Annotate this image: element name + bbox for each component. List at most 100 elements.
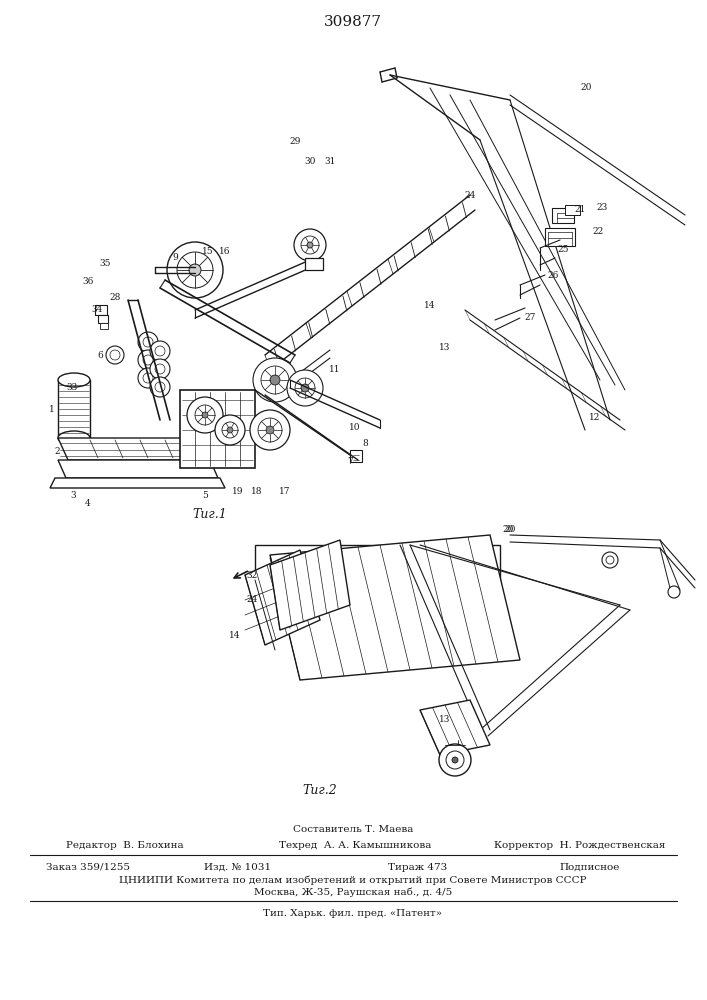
- Circle shape: [195, 405, 215, 425]
- Polygon shape: [245, 550, 320, 645]
- Text: 27: 27: [525, 314, 536, 322]
- Text: 28: 28: [110, 294, 121, 302]
- Text: 31: 31: [325, 157, 336, 166]
- Text: 16: 16: [219, 247, 230, 256]
- Bar: [95, 305, 107, 315]
- Circle shape: [602, 552, 618, 568]
- Circle shape: [266, 426, 274, 434]
- Polygon shape: [58, 438, 210, 460]
- Circle shape: [138, 350, 158, 370]
- Text: 19: 19: [233, 488, 244, 496]
- Text: 33: 33: [66, 383, 78, 392]
- Text: 20: 20: [502, 526, 514, 534]
- Circle shape: [287, 370, 323, 406]
- Bar: [305, 258, 323, 270]
- Circle shape: [301, 236, 319, 254]
- Circle shape: [167, 242, 223, 298]
- Text: Составитель Т. Маева: Составитель Т. Маева: [293, 826, 413, 834]
- Circle shape: [446, 751, 464, 769]
- Text: 20: 20: [504, 526, 515, 534]
- Text: Подписное: Подписное: [560, 862, 620, 871]
- Circle shape: [155, 382, 165, 392]
- Text: Корректор  Н. Рождественская: Корректор Н. Рождественская: [494, 840, 666, 850]
- Text: 24: 24: [246, 595, 257, 604]
- Text: 5: 5: [202, 490, 208, 499]
- Circle shape: [261, 366, 289, 394]
- Circle shape: [606, 556, 614, 564]
- Text: 12: 12: [590, 414, 601, 422]
- Circle shape: [150, 377, 170, 397]
- Text: 20: 20: [580, 83, 592, 92]
- Text: Редактор  В. Блохина: Редактор В. Блохина: [66, 840, 184, 850]
- Text: 17: 17: [279, 488, 291, 496]
- Circle shape: [106, 346, 124, 364]
- Circle shape: [301, 384, 309, 392]
- Text: 15: 15: [202, 247, 214, 256]
- Circle shape: [155, 364, 165, 374]
- Circle shape: [189, 264, 201, 276]
- Circle shape: [155, 346, 165, 356]
- Text: ЦНИИПИ Комитета по делам изобретений и открытий при Совете Министров СССР: ЦНИИПИ Комитета по делам изобретений и о…: [119, 875, 587, 885]
- Text: 29: 29: [289, 137, 300, 146]
- Text: 26: 26: [547, 270, 559, 279]
- Circle shape: [294, 229, 326, 261]
- Text: 24: 24: [464, 190, 476, 200]
- Text: 309877: 309877: [324, 15, 382, 29]
- Text: 14: 14: [424, 300, 436, 310]
- Text: 4: 4: [85, 498, 91, 508]
- Text: 23: 23: [597, 202, 607, 212]
- Text: 21: 21: [574, 206, 585, 215]
- Text: 25: 25: [557, 245, 568, 254]
- Text: 30: 30: [304, 157, 316, 166]
- Circle shape: [138, 332, 158, 352]
- Text: Τиг.2: Τиг.2: [303, 784, 337, 796]
- Bar: [545, 228, 575, 246]
- Circle shape: [439, 744, 471, 776]
- Circle shape: [177, 252, 213, 288]
- Bar: [350, 450, 362, 462]
- Text: 18: 18: [251, 488, 263, 496]
- Text: 13: 13: [439, 716, 450, 724]
- Text: 14: 14: [229, 631, 241, 640]
- Polygon shape: [50, 478, 225, 488]
- Circle shape: [250, 410, 290, 450]
- Circle shape: [143, 355, 153, 365]
- Text: Заказ 359/1255: Заказ 359/1255: [46, 862, 130, 871]
- Text: 8: 8: [362, 438, 368, 448]
- Text: 35: 35: [99, 258, 111, 267]
- Circle shape: [150, 341, 170, 361]
- Text: 10: 10: [349, 424, 361, 432]
- Bar: [565, 205, 580, 215]
- Text: 3: 3: [70, 490, 76, 499]
- Text: Москва, Ж-35, Раушская наб., д. 4/5: Москва, Ж-35, Раушская наб., д. 4/5: [254, 887, 452, 897]
- Text: 22: 22: [592, 228, 604, 236]
- Polygon shape: [270, 535, 520, 680]
- Text: 36: 36: [82, 277, 94, 286]
- Polygon shape: [420, 700, 490, 755]
- Text: 7: 7: [347, 458, 353, 466]
- Bar: [100, 323, 108, 329]
- Text: 13: 13: [439, 344, 450, 353]
- Bar: [180, 390, 255, 468]
- Text: 6: 6: [97, 351, 103, 360]
- Polygon shape: [255, 545, 500, 590]
- Text: 34: 34: [91, 306, 103, 314]
- Circle shape: [452, 757, 458, 763]
- Ellipse shape: [58, 373, 90, 387]
- Circle shape: [110, 350, 120, 360]
- Text: Тираж 473: Тираж 473: [388, 862, 448, 871]
- Circle shape: [295, 378, 315, 398]
- Circle shape: [150, 359, 170, 379]
- Text: 1: 1: [49, 406, 55, 414]
- Text: 9: 9: [172, 253, 178, 262]
- Text: Техред  А. А. Камышникова: Техред А. А. Камышникова: [279, 840, 431, 850]
- Circle shape: [307, 242, 313, 248]
- Circle shape: [143, 337, 153, 347]
- Circle shape: [258, 418, 282, 442]
- Circle shape: [187, 397, 223, 433]
- Text: Тип. Харьк. фил. пред. «Патент»: Тип. Харьк. фил. пред. «Патент»: [264, 908, 443, 918]
- Circle shape: [668, 586, 680, 598]
- Circle shape: [227, 427, 233, 433]
- Bar: [552, 208, 574, 223]
- Text: Изд. № 1031: Изд. № 1031: [204, 862, 271, 871]
